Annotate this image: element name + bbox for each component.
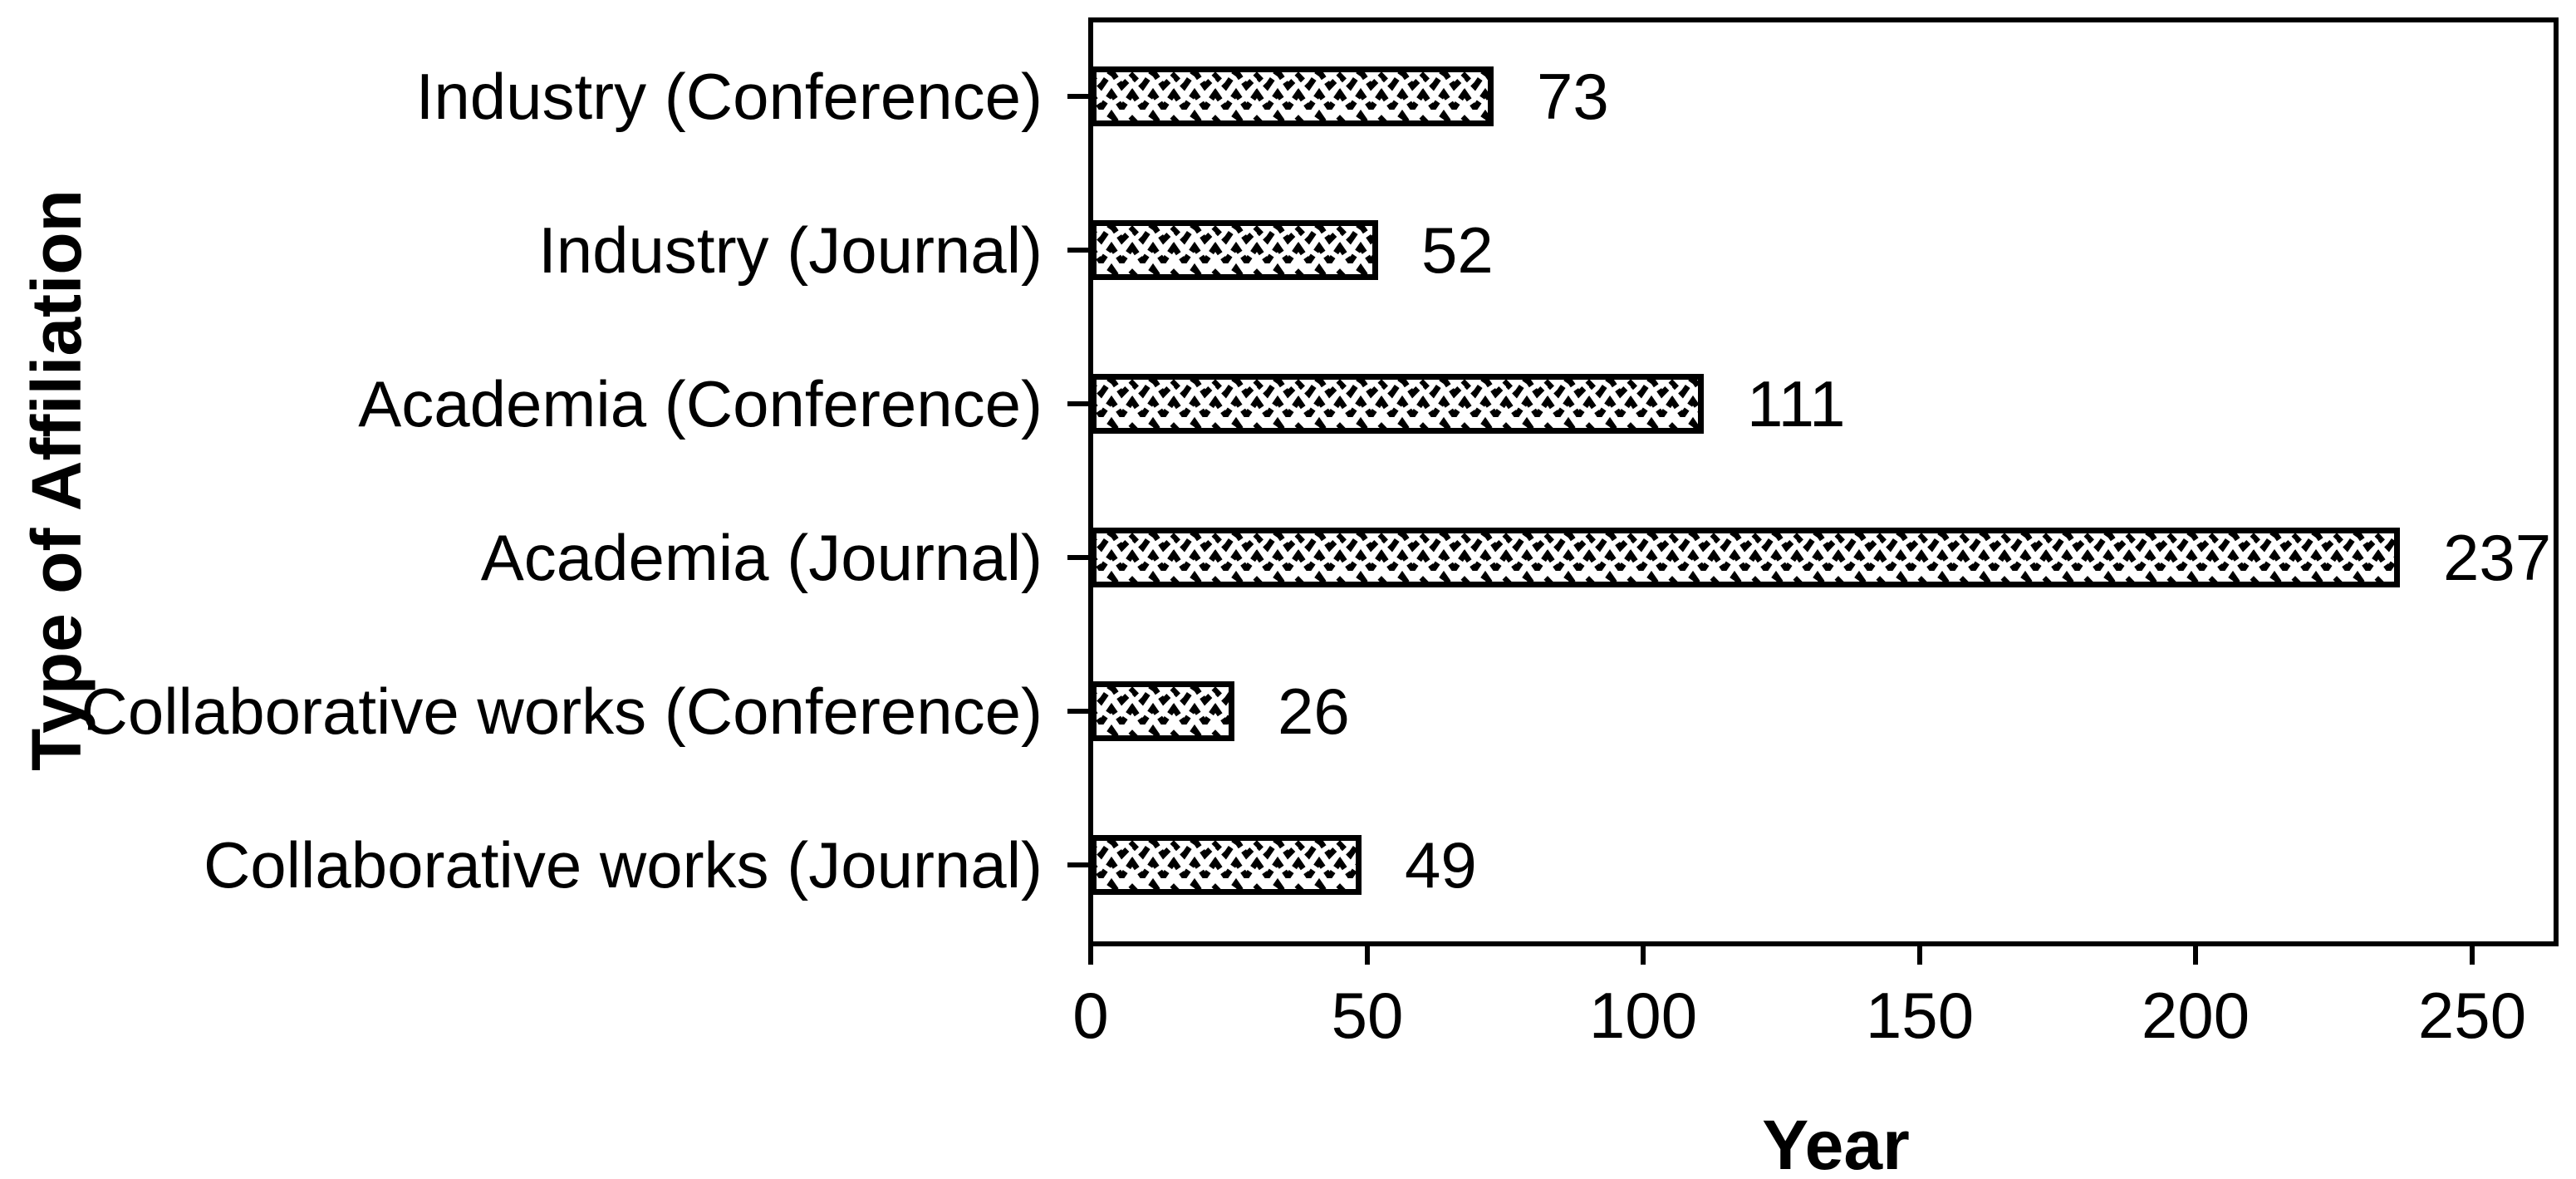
- y-axis-tick: [1067, 248, 1088, 253]
- value-label: 111: [1747, 367, 1846, 440]
- bar-rect: [1091, 66, 1494, 126]
- x-tick-label: 250: [2417, 979, 2527, 1052]
- bar-6: [1091, 835, 1362, 895]
- bar-rect: [1091, 528, 2400, 587]
- bar-rect: [1091, 220, 1378, 280]
- x-axis-tick: [2470, 946, 2475, 965]
- category-label: Collaborative works (Journal): [203, 828, 1043, 901]
- x-axis-title: Year: [1762, 1106, 1910, 1179]
- value-label: 237: [2443, 521, 2552, 594]
- value-label: 49: [1405, 828, 1477, 901]
- x-axis-tick: [1641, 946, 1646, 965]
- x-tick-label: 50: [1331, 979, 1404, 1052]
- x-axis-tick: [1365, 946, 1370, 965]
- bar-rect: [1091, 681, 1234, 741]
- x-tick-label: 200: [2141, 979, 2250, 1052]
- category-label: Industry (Journal): [538, 214, 1043, 287]
- x-tick-label: 0: [1072, 979, 1109, 1052]
- category-label: Academia (Conference): [358, 367, 1043, 440]
- bar-5: [1091, 681, 1234, 741]
- bar-4: [1091, 528, 2400, 587]
- x-axis-tick: [1917, 946, 1922, 965]
- value-label: 73: [1537, 60, 1609, 133]
- category-label: Academia (Journal): [480, 521, 1043, 594]
- category-label: Industry (Conference): [415, 60, 1043, 133]
- value-label: 26: [1278, 675, 1350, 748]
- category-label: Collaborative works (Conference): [81, 675, 1043, 748]
- bar-1: [1091, 66, 1494, 126]
- x-tick-label: 150: [1865, 979, 1975, 1052]
- y-axis-tick: [1067, 94, 1088, 99]
- y-axis-tick: [1067, 401, 1088, 406]
- plot-area: [1088, 17, 2559, 946]
- x-axis-tick: [2193, 946, 2198, 965]
- bar-3: [1091, 374, 1704, 434]
- bar-rect: [1091, 835, 1362, 895]
- y-axis-tick: [1067, 709, 1088, 714]
- y-axis-tick: [1067, 555, 1088, 560]
- bar-rect: [1091, 374, 1704, 434]
- bar-2: [1091, 220, 1378, 280]
- value-label: 52: [1421, 214, 1494, 287]
- y-axis-tick: [1067, 862, 1088, 867]
- x-axis-tick: [1088, 946, 1093, 965]
- x-tick-label: 100: [1588, 979, 1698, 1052]
